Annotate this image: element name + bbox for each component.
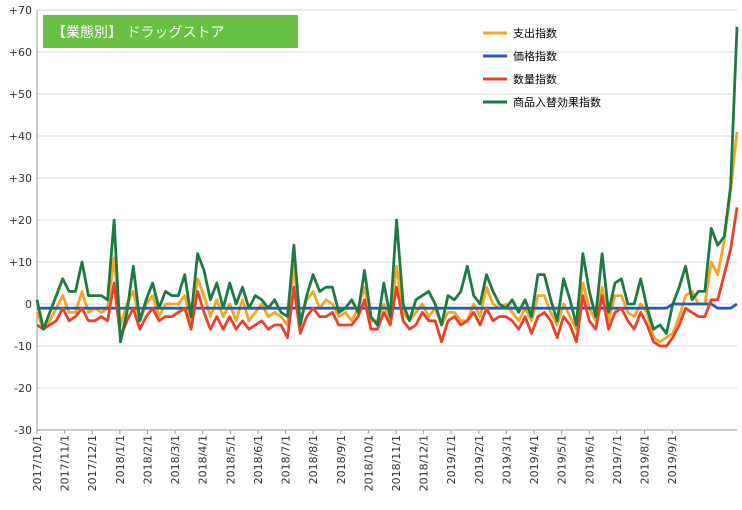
x-tick-label: 2018/6/1 — [252, 435, 265, 484]
y-axis-ticks: -30 -20 -10 0 +10 +20 +30 +40 +50 +60 +70 — [9, 4, 32, 437]
x-tick-label: 2019/1/1 — [445, 435, 458, 484]
y-tick-label: +30 — [9, 172, 32, 185]
title-box: 【業態別】 ドラッグストア — [43, 15, 298, 48]
x-tick-label: 2017/10/1 — [31, 435, 44, 491]
x-tick-label: 2018/8/1 — [307, 435, 320, 484]
y-tick-label: -20 — [14, 382, 32, 395]
y-tick-label: +70 — [9, 4, 32, 17]
y-tick-label: -10 — [14, 340, 32, 353]
x-tick-label: 2019/9/1 — [666, 435, 679, 484]
gridlines — [37, 9, 737, 431]
legend-label: 商品入替効果指数 — [513, 95, 601, 109]
series-line — [36, 207, 739, 348]
chart-title: 【業態別】 ドラッグストア — [52, 25, 224, 41]
x-axis-ticks: 2017/10/1 2017/11/1 2017/12/1 2018/1/1 2018/… — [31, 430, 679, 491]
x-tick-label: 2019/6/1 — [583, 435, 596, 484]
x-tick-label: 2017/11/1 — [59, 435, 72, 491]
x-tick-label: 2019/2/1 — [473, 435, 486, 484]
axes — [36, 10, 737, 431]
x-tick-label: 2019/7/1 — [611, 435, 624, 484]
x-tick-label: 2018/10/1 — [362, 435, 375, 491]
x-tick-label: 2019/3/1 — [500, 435, 513, 484]
x-tick-label: 2018/4/1 — [197, 435, 210, 484]
x-tick-label: 2018/11/1 — [390, 435, 403, 491]
y-tick-label: +50 — [9, 88, 32, 101]
title-background — [43, 15, 298, 48]
x-tick-label: 2019/8/1 — [639, 435, 652, 484]
y-tick-label: -30 — [14, 424, 32, 437]
x-tick-label: 2018/12/1 — [418, 435, 431, 491]
x-tick-label: 2018/9/1 — [335, 435, 348, 484]
series-line — [35, 131, 739, 344]
y-tick-label: +40 — [9, 130, 32, 143]
x-tick-label: 2019/4/1 — [528, 435, 541, 484]
series-lines — [35, 26, 739, 348]
y-tick-label: +10 — [9, 256, 32, 269]
x-tick-label: 2019/5/1 — [556, 435, 569, 484]
y-tick-label: 0 — [25, 298, 32, 311]
legend-label: 支出指数 — [513, 26, 557, 40]
legend-label: 数量指数 — [513, 72, 557, 86]
x-tick-label: 2018/3/1 — [169, 435, 182, 484]
y-tick-label: +20 — [9, 214, 32, 227]
x-tick-label: 2017/12/1 — [86, 435, 99, 491]
legend-label: 価格指数 — [513, 49, 557, 63]
x-tick-label: 2018/2/1 — [141, 435, 154, 484]
x-tick-label: 2018/7/1 — [280, 435, 293, 484]
x-tick-label: 2018/5/1 — [224, 435, 237, 484]
series-line — [35, 26, 739, 344]
x-tick-label: 2018/1/1 — [114, 435, 127, 484]
y-tick-label: +60 — [9, 46, 32, 59]
